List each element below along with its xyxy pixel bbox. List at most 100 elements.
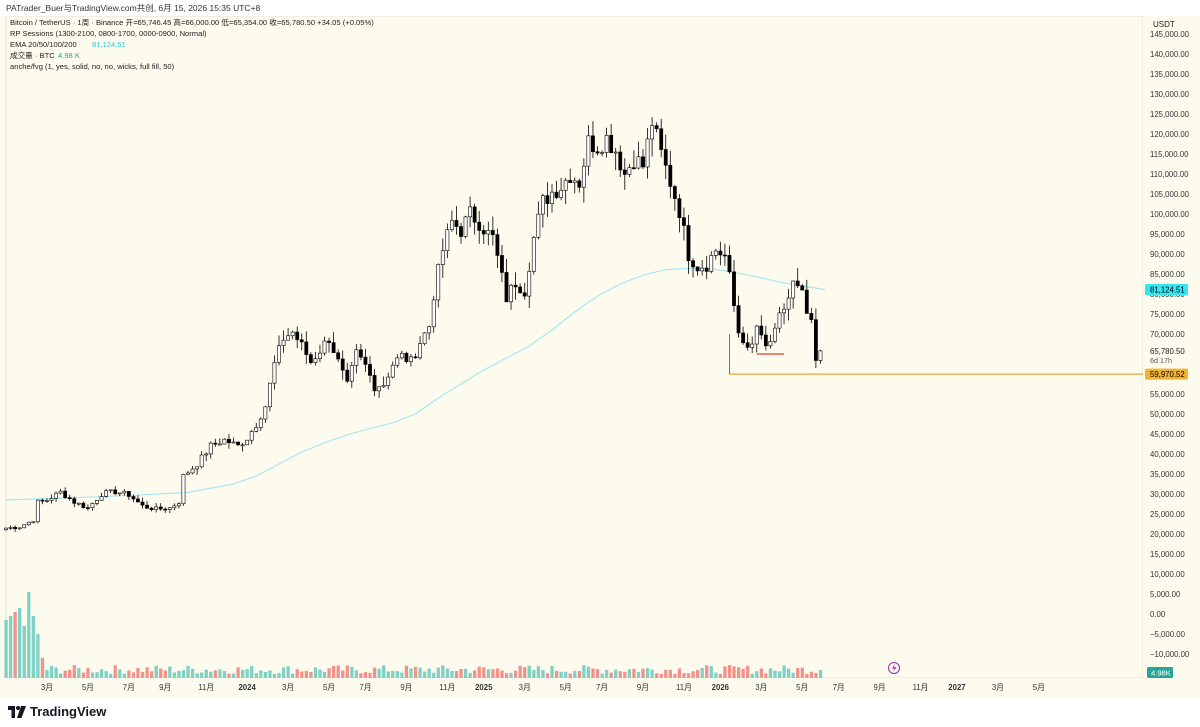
- volume-bar: [18, 608, 22, 678]
- volume-bar: [341, 670, 345, 678]
- volume-bar: [527, 665, 531, 678]
- volume-bar: [36, 634, 40, 678]
- candle-up: [245, 439, 250, 446]
- candle-up: [104, 490, 109, 497]
- volume-bar: [677, 668, 682, 678]
- candle-up: [395, 357, 400, 366]
- candle-up: [818, 350, 823, 361]
- volume-bar: [104, 671, 108, 678]
- volume-bar: [400, 672, 404, 678]
- time-tick-label: 11月: [439, 683, 455, 692]
- volume-bar: [523, 667, 527, 678]
- volume-bar: [90, 672, 95, 678]
- candle-down: [336, 352, 341, 360]
- volume-bar: [668, 669, 672, 678]
- time-tick-label: 3月: [755, 683, 767, 692]
- volume-bar: [450, 670, 454, 678]
- volume-bar: [263, 671, 268, 678]
- time-tick-label: 9月: [637, 683, 649, 692]
- candle-up: [586, 135, 591, 167]
- volume-bar: [250, 665, 254, 678]
- volume-bar: [486, 669, 490, 678]
- support-price-badge-text: 59,970.52: [1150, 370, 1185, 379]
- share-header: PATrader_Buer与TradingView.com共创, 6月 15, …: [0, 0, 1200, 16]
- volume-bar: [172, 672, 177, 678]
- replay-button[interactable]: [888, 662, 900, 674]
- price-tick-label: 115,000.00: [1150, 150, 1189, 159]
- candle-down: [722, 254, 727, 257]
- candle-up: [58, 490, 63, 494]
- currency-label[interactable]: USDT: [1153, 20, 1175, 29]
- candle-down: [654, 125, 659, 130]
- candle-up: [90, 503, 95, 509]
- volume-bar: [181, 670, 186, 678]
- chart-canvas[interactable]: 145,000.00 140,000.00 135,000.00 130,000.00…: [0, 16, 1200, 698]
- volume-bar: [454, 670, 459, 678]
- candle-down: [691, 260, 695, 268]
- candle-up: [26, 521, 31, 526]
- price-tick-label: 25,000.00: [1150, 510, 1185, 519]
- candle-down: [672, 186, 677, 199]
- candle-down: [345, 369, 350, 382]
- candle-up: [536, 213, 541, 238]
- candle-up: [540, 195, 545, 215]
- candle-up: [99, 496, 104, 501]
- volume-bar: [595, 669, 600, 678]
- price-tick-label: 140,000.00: [1150, 50, 1190, 59]
- candle-down: [595, 151, 600, 154]
- volume-bar: [27, 592, 31, 678]
- candle-up: [177, 503, 181, 507]
- symbol-legend-line[interactable]: Bitcoin / TetherUS · 1周 · Binance 开=65,7…: [10, 17, 374, 27]
- time-tick-label: 9月: [400, 683, 412, 692]
- volume-bar: [755, 671, 759, 678]
- volume-bar: [659, 673, 663, 678]
- tradingview-logo[interactable]: TradingView: [8, 704, 106, 719]
- footer-bar: TradingView: [0, 698, 1200, 727]
- volume-bar: [605, 669, 609, 678]
- candle-up: [272, 362, 277, 384]
- volume-bar: [8, 616, 13, 678]
- candle-down: [663, 149, 668, 166]
- replay-icon[interactable]: [888, 662, 900, 674]
- volume-bar: [650, 669, 654, 678]
- candle-up: [122, 490, 127, 494]
- candle-up: [204, 453, 209, 456]
- candle-up: [754, 325, 759, 345]
- candle-down: [363, 356, 368, 365]
- candle-up: [349, 365, 354, 382]
- volume-bar: [281, 667, 286, 678]
- price-tick-label: 55,000.00: [1150, 390, 1185, 399]
- sessions-legend-line[interactable]: RP Sessions (1300-2100, 0800-1700, 0000-…: [10, 29, 207, 38]
- volume-legend-label[interactable]: 成交量 · BTC: [10, 50, 55, 60]
- candle-down: [741, 332, 746, 344]
- candle-down: [545, 195, 550, 204]
- candle-down: [304, 341, 309, 355]
- volume-bar: [45, 670, 49, 678]
- candle-down: [704, 267, 709, 272]
- candle-up: [254, 427, 259, 432]
- volume-bar: [773, 670, 777, 678]
- candle-up: [563, 179, 568, 191]
- candle-up: [322, 340, 327, 354]
- fvg-legend-line[interactable]: anche/fvg (1, yes, solid, no, no, wicks,…: [10, 62, 175, 71]
- volume-bar: [791, 672, 795, 678]
- volume-bar: [582, 665, 586, 678]
- volume-bar: [277, 672, 281, 678]
- tradingview-logo-text: TradingView: [30, 704, 107, 719]
- candle-up: [527, 271, 532, 297]
- volume-bar: [336, 665, 340, 678]
- ema-legend-label[interactable]: EMA 20/50/100/200: [10, 40, 77, 49]
- candle-up: [249, 431, 254, 441]
- price-tick-label: 70,000.00: [1150, 330, 1185, 339]
- candle-down: [718, 250, 723, 256]
- volume-bar: [209, 671, 213, 678]
- support-price-badge: [1145, 368, 1188, 380]
- candle-down: [372, 375, 377, 392]
- volume-bar: [432, 672, 436, 678]
- volume-bar: [54, 667, 58, 678]
- candle-up: [613, 151, 618, 154]
- volume-bar: [495, 668, 500, 678]
- candle-down: [631, 167, 636, 170]
- price-axis: 145,000.00 140,000.00 135,000.00 130,000.00…: [1145, 30, 1195, 678]
- candle-up: [418, 343, 422, 359]
